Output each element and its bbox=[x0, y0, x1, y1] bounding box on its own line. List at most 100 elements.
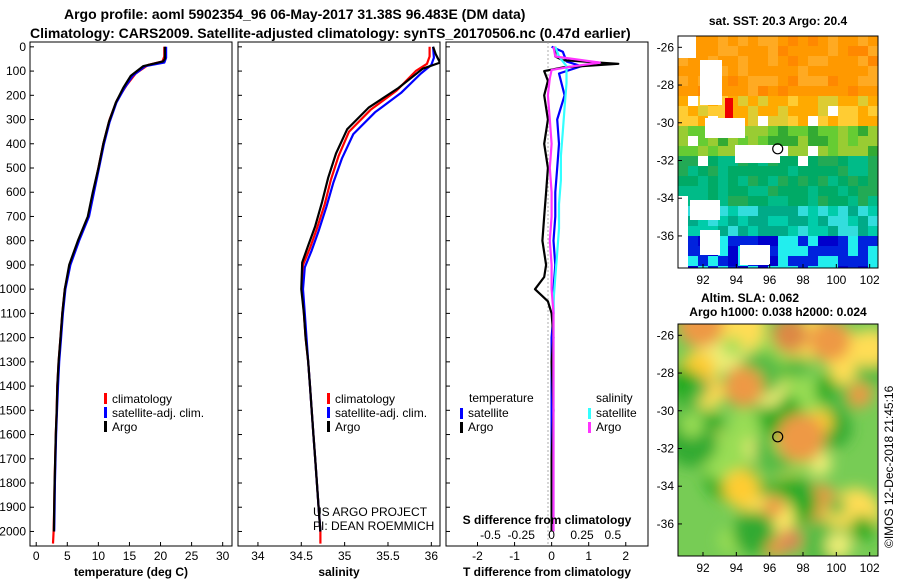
sst-cell bbox=[868, 246, 878, 256]
sst-cell bbox=[728, 216, 738, 226]
sst-cell bbox=[788, 76, 798, 86]
difference-legend: temperature satellite Argo salinity sate… bbox=[460, 391, 637, 434]
sst-cell bbox=[678, 266, 688, 268]
sst-cell bbox=[748, 186, 758, 196]
sst-cell bbox=[718, 136, 728, 146]
sla-blob bbox=[852, 329, 878, 367]
sst-cell bbox=[828, 196, 838, 206]
map-x-tick-label: 94 bbox=[730, 561, 744, 575]
depth-tick-label: 1900 bbox=[0, 500, 26, 514]
sst-cell bbox=[798, 186, 808, 196]
sst-cell bbox=[838, 216, 848, 226]
sst-cell bbox=[808, 236, 818, 246]
sst-cell bbox=[818, 186, 828, 196]
sst-cell bbox=[688, 246, 698, 256]
sst-cell bbox=[838, 96, 848, 106]
sst-cell bbox=[678, 116, 688, 126]
sst-cell bbox=[788, 136, 798, 146]
temperature-legend: climatology satellite-adj. clim. Argo bbox=[104, 392, 204, 434]
sla-blob bbox=[796, 482, 815, 501]
sst-cell bbox=[778, 66, 788, 76]
legend-swatch-salinity-argo bbox=[588, 422, 591, 433]
sst-cell bbox=[868, 36, 878, 46]
sst-cell bbox=[868, 266, 878, 268]
sst-cell bbox=[808, 66, 818, 76]
sst-cell bbox=[758, 76, 768, 86]
sst-cell bbox=[868, 236, 878, 246]
salinity-legend: climatology satellite-adj. clim. Argo US… bbox=[313, 392, 434, 533]
sst-cell bbox=[718, 206, 728, 216]
sst-cell bbox=[838, 126, 848, 136]
map-y-tick-label: -34 bbox=[657, 479, 675, 493]
sst-cell bbox=[728, 86, 738, 96]
sst-cell bbox=[788, 166, 798, 176]
sst-data-gap bbox=[705, 118, 745, 138]
sst-cell bbox=[678, 226, 688, 236]
depth-tick-label: 1400 bbox=[0, 379, 26, 393]
sst-cell bbox=[848, 196, 858, 206]
sst-cell bbox=[868, 216, 878, 226]
series-line-argo bbox=[52, 46, 166, 532]
legend-label-argo: Argo bbox=[335, 420, 361, 434]
x-tick-label: 34 bbox=[251, 549, 265, 563]
legend-label-salinity-argo: Argo bbox=[596, 420, 622, 434]
sst-cell bbox=[828, 106, 838, 116]
sst-cell bbox=[858, 206, 868, 216]
x-tick-label: 0 bbox=[33, 549, 40, 563]
sst-cell bbox=[838, 86, 848, 96]
sst-cell bbox=[718, 76, 728, 86]
sst-cell bbox=[788, 156, 798, 166]
map-y-tick-label: -36 bbox=[657, 517, 675, 531]
sst-cell bbox=[748, 76, 758, 86]
sst-cell bbox=[808, 156, 818, 166]
sst-cell bbox=[868, 126, 878, 136]
sst-warm-patch bbox=[725, 98, 733, 118]
sst-cell bbox=[718, 226, 728, 236]
sst-cell bbox=[808, 136, 818, 146]
sst-data-gap bbox=[690, 200, 720, 220]
sst-cell bbox=[788, 46, 798, 56]
sst-cell bbox=[698, 106, 708, 116]
sst-cell bbox=[698, 186, 708, 196]
sst-cell bbox=[728, 196, 738, 206]
sla-map bbox=[678, 324, 878, 556]
sst-cell bbox=[738, 36, 748, 46]
sst-cell bbox=[808, 216, 818, 226]
sst-cell bbox=[778, 96, 788, 106]
sst-cell bbox=[738, 96, 748, 106]
sst-cell bbox=[738, 236, 748, 246]
sst-cell bbox=[868, 136, 878, 146]
legend-swatch-satellite bbox=[327, 407, 330, 418]
sst-cell bbox=[728, 156, 738, 166]
sst-cell bbox=[738, 106, 748, 116]
sst-cell bbox=[868, 196, 878, 206]
sst-cell bbox=[818, 226, 828, 236]
sst-cell bbox=[768, 236, 778, 246]
sst-cell bbox=[698, 256, 708, 266]
sst-cell bbox=[868, 226, 878, 236]
sst-cell bbox=[718, 86, 728, 96]
sst-cell bbox=[808, 106, 818, 116]
sst-cell bbox=[858, 186, 868, 196]
depth-tick-label: 2000 bbox=[0, 524, 26, 538]
sst-cell bbox=[798, 36, 808, 46]
sst-cell bbox=[828, 76, 838, 86]
depth-tick-label: 300 bbox=[6, 113, 26, 127]
sst-cell bbox=[798, 66, 808, 76]
x-tick-label: 35.5 bbox=[376, 549, 400, 563]
sst-cell bbox=[838, 186, 848, 196]
sst-cell bbox=[758, 36, 768, 46]
map-x-tick-label: 102 bbox=[860, 273, 880, 287]
sst-cell bbox=[718, 56, 728, 66]
sst-cell bbox=[688, 106, 698, 116]
sst-cell bbox=[738, 66, 748, 76]
sst-cell bbox=[778, 56, 788, 66]
sst-cell bbox=[848, 156, 858, 166]
sst-map-axes: 92 94 96 98 100 102 -26 -28 -30 -32 -34 -36 bbox=[657, 40, 880, 287]
sst-cell bbox=[788, 96, 798, 106]
sst-cell bbox=[808, 186, 818, 196]
sst-cell bbox=[708, 216, 718, 226]
x-tick-label: 20 bbox=[154, 549, 168, 563]
map-x-tick-label: 94 bbox=[730, 273, 744, 287]
map-y-tick-label: -36 bbox=[657, 229, 675, 243]
